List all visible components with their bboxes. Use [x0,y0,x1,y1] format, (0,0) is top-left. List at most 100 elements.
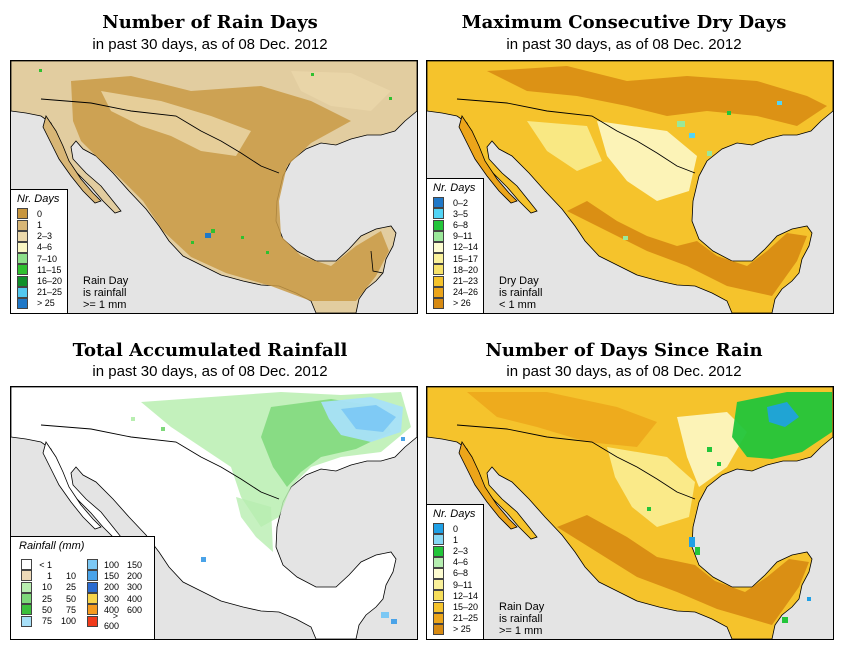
legend-swatch [433,601,444,613]
legend-label: 9–11 [453,579,473,590]
legend-range-low: 100 [104,559,120,570]
panel-subtitle-total-rain: in past 30 days, as of 08 Dec. 2012 [92,363,328,380]
border-line [370,250,384,274]
legend-item: 10 25 [21,581,76,593]
legend-swatch [433,197,444,209]
legend-label: 6–8 [453,220,469,231]
legend-rows: 0 1 2–3 4–6 6–8 9–11 12–14 15–20 21–25 > 25 [433,523,478,635]
legend-range-high: 10 [65,570,76,581]
legend-title: Nr. Days [433,182,476,195]
legend-label: 9–11 [453,231,473,242]
wet-region-blue [767,402,799,427]
map-svg-since-rain [427,387,833,639]
legend-item: 18–20 [433,264,478,276]
panel-title-rain-days: Number of Rain Days [102,12,318,33]
legend-swatch [21,581,32,593]
legend-swatch [433,253,444,265]
legend-swatch [17,264,28,276]
legend-range-low: 50 [41,604,52,615]
legend-swatch [433,579,444,591]
legend-range-high: 75 [65,604,76,615]
legend-range-high: 25 [65,582,76,593]
legend-range-low: < 1 [39,559,52,570]
legend-item: 200 300 [87,581,142,593]
legend-swatch [17,241,28,253]
legend-item: < 1 [21,559,76,571]
legend-item: 300 400 [87,593,142,605]
legend-range-low: > 600 [104,611,120,632]
legend-range-low: 400 [104,604,120,615]
map-svg-rain-days [11,61,417,313]
note-line: Rain Day [83,275,129,287]
legend-item: 9–11 [433,230,478,242]
terrain-dark [557,515,809,625]
legend-label: 4–6 [37,242,53,253]
legend-item: > 25 [433,623,478,635]
legend-range-low: 10 [41,582,52,593]
legend-label: 1 [453,534,459,545]
map-svg-dry-days [427,61,833,313]
legend-swatch [21,615,32,627]
legend-dry-days: Nr. Days 0–2 3–5 6–8 9–11 12–14 15–17 18–20 21–… [427,178,485,313]
legend-item: 15–20 [433,601,478,613]
panel-title-total-rain: Total Accumulated Rainfall [72,340,348,361]
legend-swatch [433,612,444,624]
legend-swatch [433,623,444,635]
legend-swatch [17,297,28,309]
legend-label: 7–10 [37,253,58,264]
legend-item: 1 [17,219,62,231]
legend-item: 100 150 [87,559,142,571]
legend-swatch [433,556,444,568]
terrain-light [101,91,251,156]
legend-item: 50 75 [21,604,76,616]
legend-item: 4–6 [17,241,62,253]
border-line [40,424,280,500]
legend-swatch [87,559,98,571]
legend-range-low: 300 [104,593,120,604]
legend-item: 2–3 [17,230,62,242]
legend-swatch [433,567,444,579]
map-dry-days[interactable]: Nr. Days 0–2 3–5 6–8 9–11 12–14 15–17 18–20 21–… [426,60,834,314]
border-line [40,98,280,174]
legend-swatch [433,264,444,276]
terrain-dark [467,392,657,447]
panel-subtitle-since-rain: in past 30 days, as of 08 Dec. 2012 [506,363,742,380]
map-total-rain[interactable]: Rainfall (mm) < 1 1 10 10 25 25 50 50 75 75 100 10… [10,386,418,640]
legend-label: 0–2 [453,197,469,208]
legend-item: > 26 [433,297,478,309]
legend-since-rain: Nr. Days 0 1 2–3 4–6 6–8 9–11 12–14 15–20 21–25 >… [427,504,485,639]
legend-item: 21–23 [433,275,479,287]
legend-label: 21–25 [453,613,479,624]
terrain-light [291,71,391,111]
definition-note-since-rain: Rain Day is rainfall >= 1 mm [499,601,544,637]
map-since-rain[interactable]: Nr. Days 0 1 2–3 4–6 6–8 9–11 12–14 15–20 21–25 >… [426,386,834,640]
legend-label: 21–23 [453,276,479,287]
legend-label: 21–25 [37,287,63,298]
map-rain-days[interactable]: Nr. Days 0 1 2–3 4–6 7–10 11–15 16–20 21–25 > 25… [10,60,418,314]
legend-label: 6–8 [453,568,469,579]
legend-range-high: 600 [126,604,142,615]
legend-label: > 25 [453,624,471,635]
legend-item: 12–14 [433,590,478,602]
rain-pixels [131,417,405,624]
legend-range-low: 25 [41,593,52,604]
definition-note-dry-days: Dry Day is rainfall < 1 mm [499,275,542,311]
legend-swatch [433,545,444,557]
legend-rows: 0–2 3–5 6–8 9–11 12–14 15–17 18–20 21–23 24–26 > … [433,197,478,309]
rain-band-heavy [341,405,396,432]
legend-item: 21–25 [17,286,63,298]
legend-label: 3–5 [453,208,469,219]
legend-range-high: 50 [65,593,76,604]
legend-title: Nr. Days [433,508,476,521]
legend-swatch [17,208,28,220]
legend-range-high: 400 [126,593,142,604]
legend-total-rain: Rainfall (mm) < 1 1 10 10 25 25 50 50 75 75 100 10… [11,536,155,639]
panel-title-since-rain: Number of Days Since Rain [485,340,763,361]
recent-rain-pixels [647,447,811,623]
border-line [456,424,696,500]
legend-item: 150 200 [87,570,142,582]
legend-item: 2–3 [433,545,478,557]
legend-swatch [87,593,98,605]
legend-label: 0 [37,208,43,219]
legend-item: 0–2 [433,197,478,209]
